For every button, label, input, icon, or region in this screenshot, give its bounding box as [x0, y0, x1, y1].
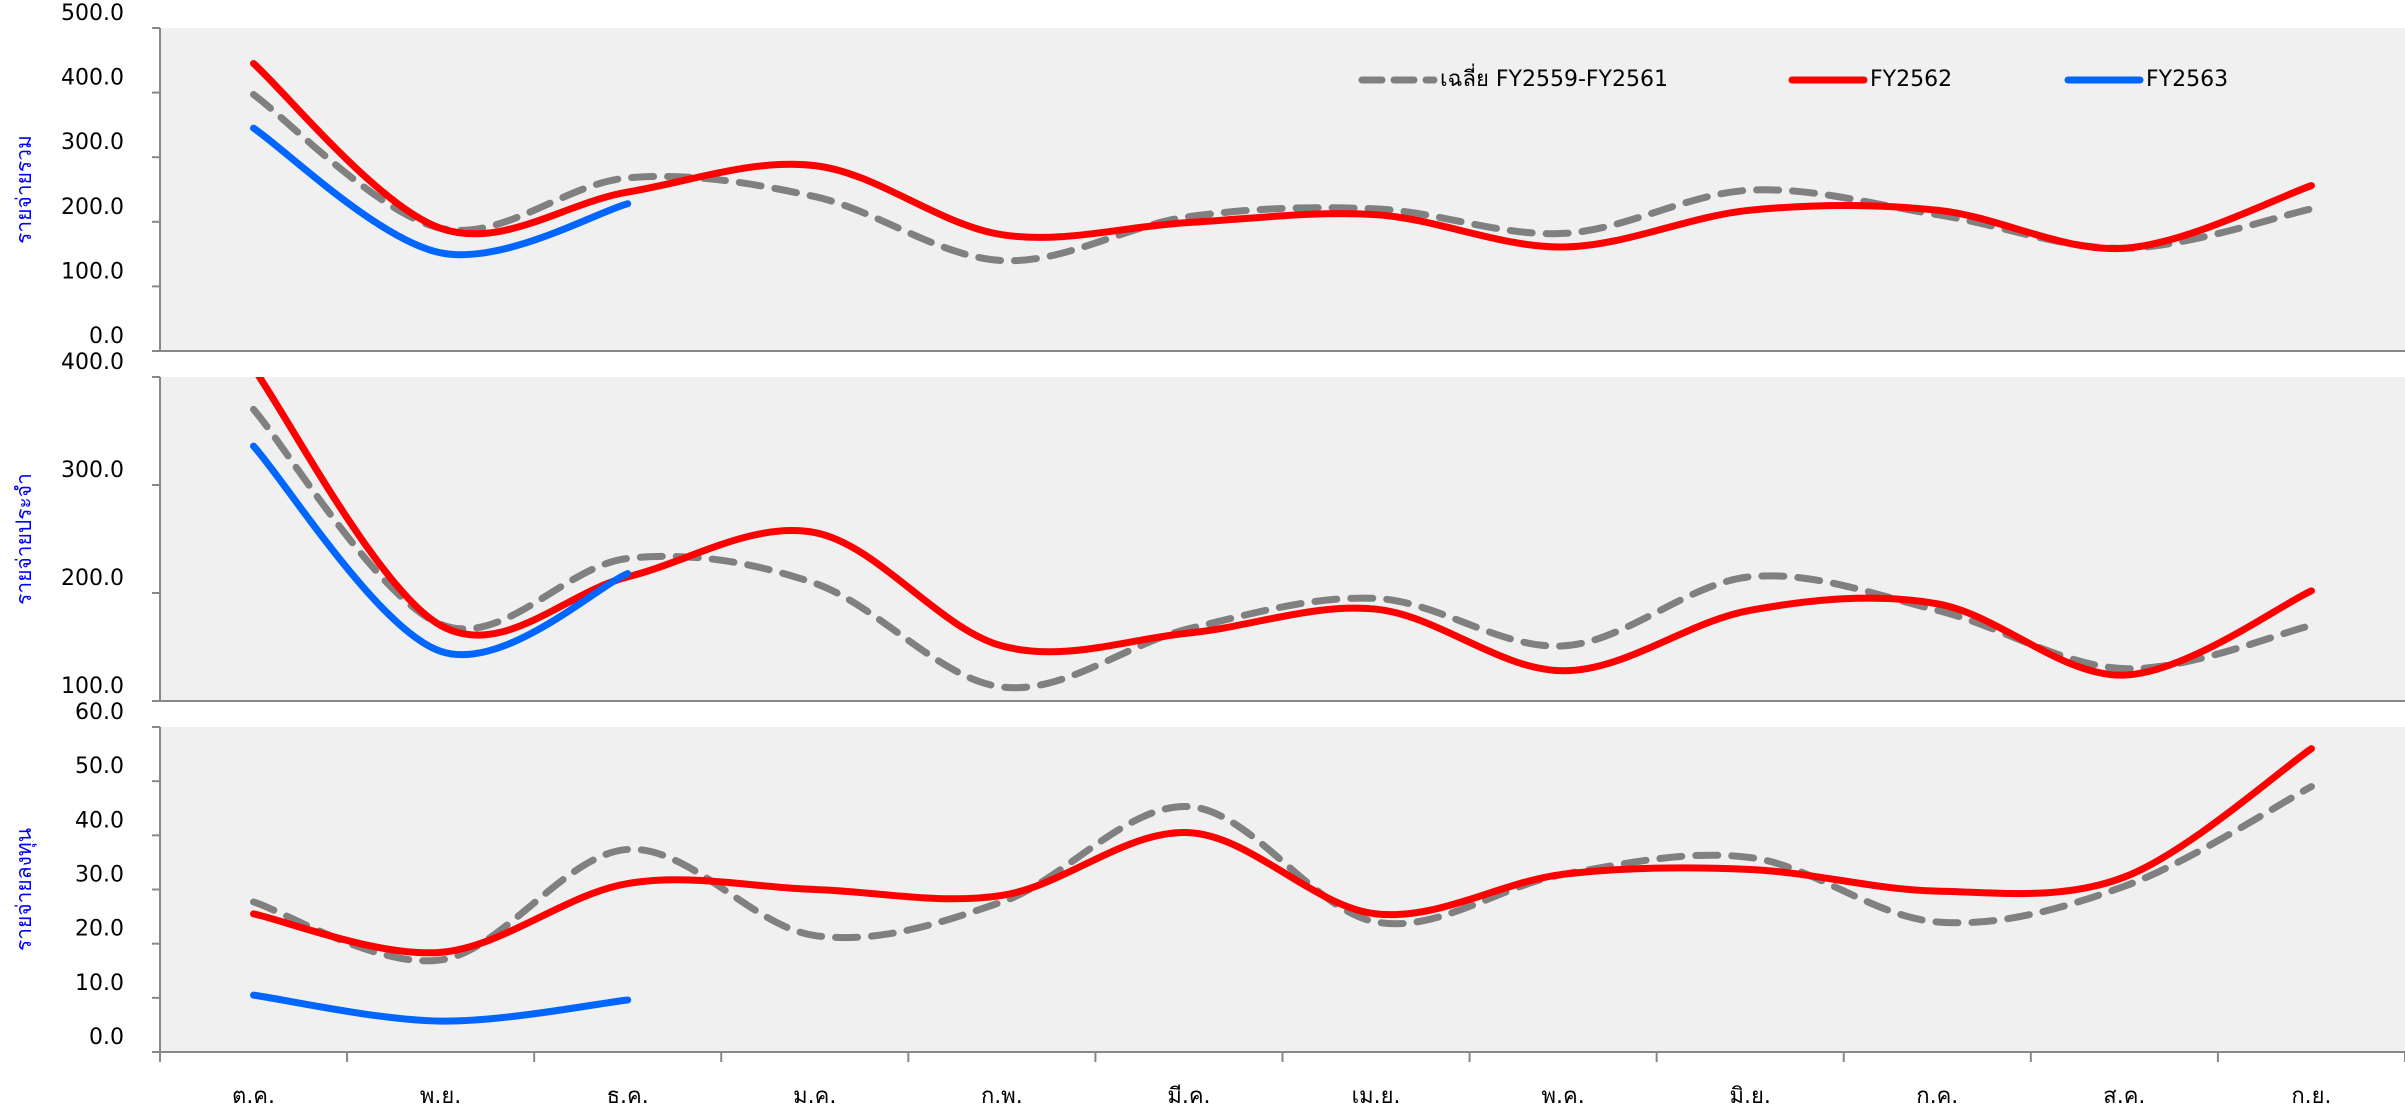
series-line: [250, 91, 2315, 265]
y-tick-label: 0.0: [89, 1025, 124, 1050]
x-tick-label: ก.ค.: [1916, 1084, 1958, 1109]
y-axis-title: รายจ่ายรวม: [12, 135, 36, 244]
x-tick-label: ก.ย.: [2291, 1084, 2331, 1109]
series-line: [250, 442, 632, 659]
series-line: [250, 124, 632, 259]
series-group: [250, 60, 2315, 265]
x-tick-label: ก.พ.: [981, 1084, 1023, 1109]
y-tick-label: 400.0: [61, 350, 124, 375]
y-tick-label: 60.0: [75, 700, 124, 725]
x-tick-label: พ.ค.: [1542, 1084, 1585, 1109]
legend-label: FY2563: [2146, 67, 2228, 92]
series-line: [250, 405, 2315, 692]
series-line: [250, 783, 2315, 965]
x-tick-label: เม.ย.: [1352, 1084, 1401, 1109]
legend-label: FY2562: [1870, 67, 1952, 92]
x-tick-label: ม.ค.: [793, 1084, 836, 1109]
y-tick-label: 300.0: [61, 458, 124, 483]
plot-area: [160, 377, 2405, 701]
y-tick-label: 500.0: [61, 1, 124, 26]
y-tick-label: 100.0: [61, 259, 124, 284]
y-tick-label: 400.0: [61, 66, 124, 91]
x-tick-label: พ.ย.: [420, 1084, 461, 1109]
series-line: [250, 60, 2315, 253]
plot-area: [160, 727, 2405, 1052]
y-tick-label: 200.0: [61, 566, 124, 591]
x-tick-label: มี.ค.: [1167, 1084, 1210, 1109]
y-axis-title: รายจ่ายลงทุน: [12, 828, 37, 951]
y-tick-label: 20.0: [75, 917, 124, 942]
y-tick-label: 40.0: [75, 808, 124, 833]
y-tick-label: 200.0: [61, 195, 124, 220]
series-group: [250, 377, 2315, 692]
x-tick-label: ส.ค.: [2103, 1084, 2145, 1109]
x-tick-label: ธ.ค.: [607, 1084, 649, 1109]
y-tick-label: 300.0: [61, 130, 124, 155]
series-line: [255, 377, 2315, 679]
y-tick-label: 30.0: [75, 863, 124, 888]
y-tick-label: 10.0: [75, 971, 124, 996]
y-tick-label: 50.0: [75, 754, 124, 779]
series-line: [250, 991, 632, 1025]
series-group: [250, 745, 2315, 1025]
legend-label: เฉลี่ย FY2559-FY2561: [1440, 63, 1668, 92]
series-line: [250, 745, 2315, 957]
y-axis-title: รายจ่ายประจำ: [12, 473, 36, 605]
x-tick-label: ต.ค.: [232, 1084, 275, 1109]
x-tick-label: มิ.ย.: [1730, 1084, 1771, 1109]
y-tick-label: 0.0: [89, 324, 124, 349]
plot-area: [160, 28, 2405, 351]
y-tick-label: 100.0: [61, 674, 124, 699]
